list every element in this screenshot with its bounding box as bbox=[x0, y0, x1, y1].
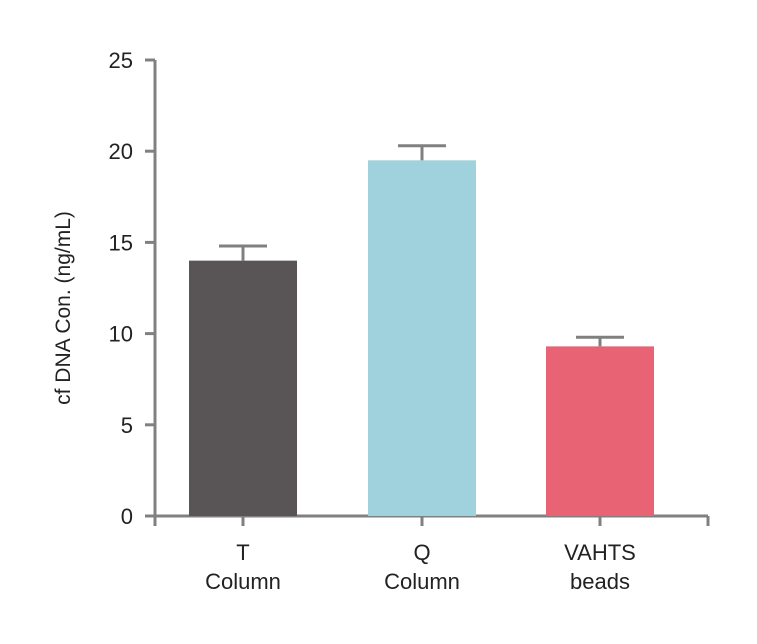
labels: 0 5 10 15 20 25 T Column Q Column VAHTS beads bbox=[109, 48, 636, 594]
x-tick-label: Column bbox=[205, 569, 281, 594]
y-tick-label: 25 bbox=[109, 48, 133, 73]
x-tick-label: Q bbox=[413, 540, 430, 565]
y-tick-label: 20 bbox=[109, 139, 133, 164]
x-tick-label: VAHTS bbox=[564, 540, 636, 565]
bars bbox=[189, 144, 654, 516]
x-tick-label: beads bbox=[570, 569, 630, 594]
x-tick-label: Column bbox=[384, 569, 460, 594]
x-tick-label: T bbox=[236, 540, 249, 565]
bar bbox=[546, 346, 654, 516]
y-axis-title: cf DNA Con. (ng/mL) bbox=[52, 211, 75, 405]
y-tick-label: 5 bbox=[121, 413, 133, 438]
bar bbox=[368, 160, 476, 516]
y-tick-label: 10 bbox=[109, 322, 133, 347]
y-tick-label: 15 bbox=[109, 230, 133, 255]
bar bbox=[189, 260, 297, 516]
y-tick-label: 0 bbox=[121, 504, 133, 529]
